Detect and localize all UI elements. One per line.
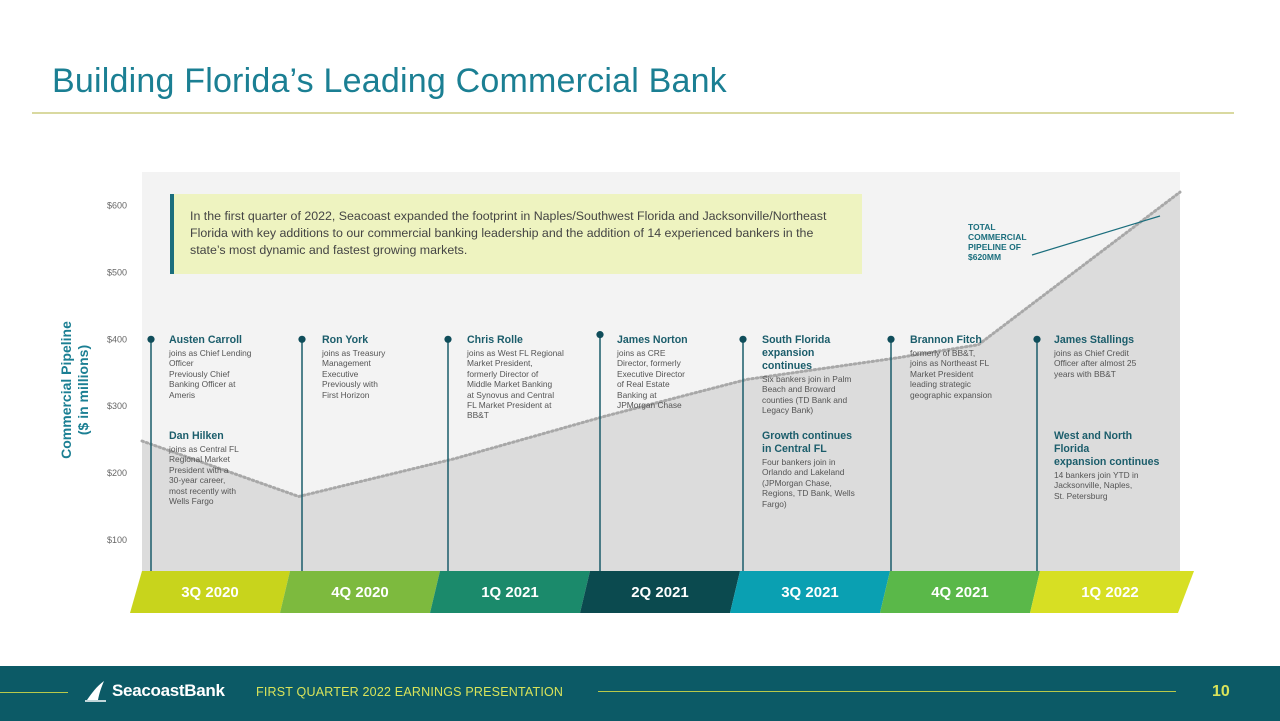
event-james-norton: James Norton joins as CRE Director, form…: [617, 334, 757, 410]
event-central-fl-growth: Growth continues in Central FL Four bank…: [762, 430, 902, 509]
total-pointer-line: [1031, 215, 1161, 256]
event-south-florida-expansion: South Florida expansion continues Six ba…: [762, 334, 902, 416]
y-tick-label: $300: [107, 401, 127, 411]
y-tick-label: $500: [107, 267, 127, 277]
quarter-label: 3Q 2021: [781, 584, 839, 601]
quarter-label: 3Q 2020: [181, 584, 239, 601]
quarter-segment: [880, 571, 1040, 613]
event-dan-hilken: Dan Hilken joins as Central FL Regional …: [169, 430, 309, 506]
event-desc: Four bankers join in Orlando and Lakelan…: [762, 457, 855, 509]
event-marker-dot: [596, 331, 604, 339]
event-ron-york: Ron York joins as Treasury Management Ex…: [322, 334, 462, 400]
event-desc: joins as Chief Credit Officer after almo…: [1054, 348, 1137, 379]
event-desc: Six bankers join in Palm Beach and Browa…: [762, 374, 852, 416]
event-chris-rolle: Chris Rolle joins as West FL Regional Ma…: [467, 334, 607, 421]
event-marker-dot: [739, 335, 747, 343]
event-name: James Stallings: [1054, 334, 1135, 346]
summary-callout: In the first quarter of 2022, Seacoast e…: [170, 194, 862, 274]
event-name: James Norton: [617, 334, 688, 346]
presentation-label: FIRST QUARTER 2022 EARNINGS PRESENTATION: [256, 685, 564, 699]
y-tick-label: $400: [107, 334, 127, 344]
page-title: Building Florida’s Leading Commercial Ba…: [52, 62, 727, 100]
event-marker-dot: [298, 335, 306, 343]
event-desc: joins as Central FL Regional Market Pres…: [169, 444, 239, 507]
event-name: South Florida expansion continues: [762, 334, 831, 372]
quarter-segment: [1030, 571, 1194, 613]
quarter-label: 2Q 2021: [631, 584, 689, 601]
event-desc: formerly of BB&T, joins as Northeast FL …: [910, 348, 992, 400]
y-tick-label: $100: [107, 535, 127, 545]
event-marker-dot: [444, 335, 452, 343]
event-marker-dot: [147, 335, 155, 343]
y-axis-title: Commercial Pipeline ($ in millions): [58, 321, 92, 459]
quarter-segment: [130, 571, 290, 613]
event-name: Austen Carroll: [169, 334, 242, 346]
event-name: Growth continues in Central FL: [762, 430, 853, 455]
quarter-label: 1Q 2021: [481, 584, 539, 601]
event-marker-dot: [1033, 335, 1041, 343]
y-axis-title-line1: Commercial Pipeline: [58, 321, 74, 459]
pipeline-line: [140, 190, 1182, 499]
footer-rule-left: [0, 692, 68, 693]
y-axis-title-line2: ($ in millions): [75, 344, 91, 436]
quarter-segment: [580, 571, 740, 613]
y-tick-label: $200: [107, 468, 127, 478]
quarter-segment: [280, 571, 440, 613]
event-name: Ron York: [322, 334, 369, 346]
event-desc: joins as Treasury Management Executive P…: [322, 348, 386, 400]
event-james-stallings: James Stallings joins as Chief Credit Of…: [1054, 334, 1194, 379]
event-desc: joins as Chief Lending Officer Previousl…: [169, 348, 252, 400]
event-name: Brannon Fitch: [910, 334, 982, 346]
event-name: Dan Hilken: [169, 430, 224, 442]
event-brannon-fitch: Brannon Fitch formerly of BB&T, joins as…: [910, 334, 1050, 400]
event-desc: joins as West FL Regional Market Preside…: [467, 348, 564, 421]
pipeline-area: [142, 192, 1180, 572]
logo-text: SeacoastBank: [112, 681, 225, 700]
event-name: West and North Florida expansion continu…: [1054, 430, 1160, 468]
seacoast-logo: SeacoastBank: [84, 679, 225, 703]
event-name: Chris Rolle: [467, 334, 523, 346]
total-pipeline-label: TOTAL COMMERCIAL PIPELINE OF $620MM: [968, 222, 1027, 262]
quarter-label: 1Q 2022: [1081, 584, 1139, 601]
title-divider: [32, 112, 1234, 114]
event-desc: 14 bankers join YTD in Jacksonville, Nap…: [1054, 470, 1139, 501]
quarter-segment: [430, 571, 590, 613]
sail-icon: [85, 681, 106, 702]
page-number: 10: [1212, 683, 1230, 700]
event-marker-dot: [887, 335, 895, 343]
footer-rule-right: [598, 691, 1176, 692]
y-tick-label: $600: [107, 201, 127, 211]
event-west-north-florida-expansion: West and North Florida expansion continu…: [1054, 430, 1194, 501]
event-desc: joins as CRE Director, formerly Executiv…: [617, 348, 685, 411]
quarter-segment: [730, 571, 890, 613]
event-austen-carroll: Austen Carroll joins as Chief Lending Of…: [169, 334, 309, 400]
quarter-label: 4Q 2021: [931, 584, 989, 601]
quarter-label: 4Q 2020: [331, 584, 389, 601]
footer-bar: [0, 666, 1280, 721]
